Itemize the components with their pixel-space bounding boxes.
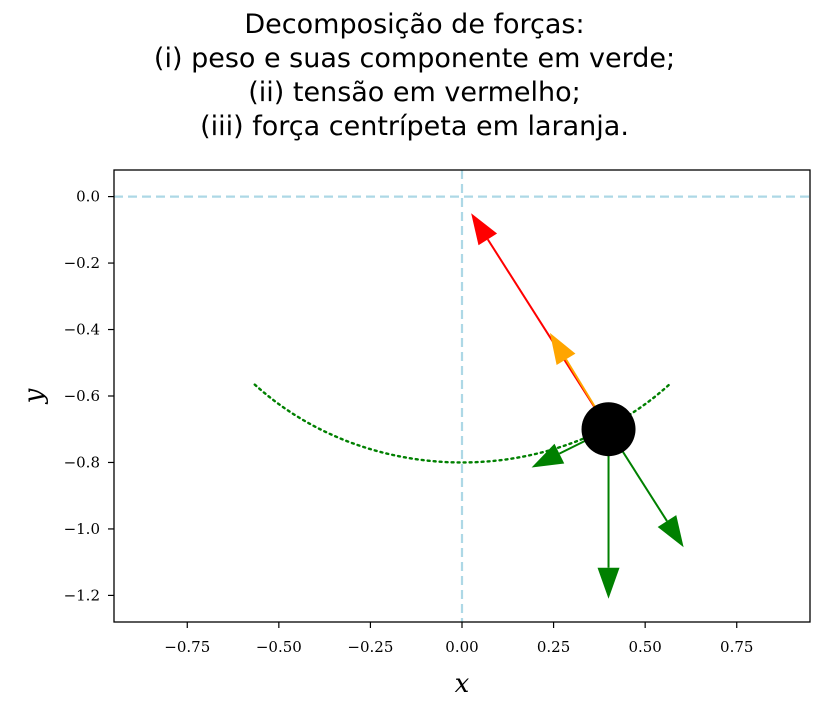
y-tick-label: −0.8 <box>64 453 100 471</box>
x-tick-label: −0.50 <box>256 638 302 656</box>
y-tick-label: −1.2 <box>64 586 100 604</box>
title-line-3: (ii) tensão em vermelho; <box>248 77 581 108</box>
vector-head-1 <box>549 332 576 366</box>
x-tick-label: −0.75 <box>164 638 210 656</box>
ticks: −0.75 −0.50 −0.25 0.00 0.25 0.50 0.75 0.0 −0.2 −0… <box>64 188 754 656</box>
vector-head-3 <box>657 515 684 548</box>
x-axis-label: x <box>455 669 470 699</box>
x-tick-label: 0.75 <box>720 638 753 656</box>
pendulum-bob <box>581 402 636 457</box>
y-tick-label: −0.4 <box>64 321 100 339</box>
vector-head-2 <box>597 567 620 599</box>
vector-head-4 <box>531 443 565 468</box>
title-line-2: (i) peso e suas componente em verde; <box>153 43 676 74</box>
x-tick-label: 0.25 <box>537 638 570 656</box>
title-line-4: (iii) força centrípeta em laranja. <box>200 111 629 142</box>
x-tick-label: 0.50 <box>628 638 661 656</box>
plot-content <box>114 170 810 622</box>
y-tick-label: 0.0 <box>76 188 100 206</box>
title-line-1: Decomposição de forças: <box>244 9 585 40</box>
y-axis-label: y <box>19 388 49 404</box>
y-tick-label: −0.6 <box>64 387 100 405</box>
vector-head-0 <box>471 213 498 246</box>
plot-area <box>113 169 811 623</box>
y-tick-label: −1.0 <box>64 520 100 538</box>
x-tick-label: −0.25 <box>347 638 393 656</box>
x-tick-label: 0.00 <box>445 638 478 656</box>
chart-title: Decomposição de forças: (i) peso e suas … <box>0 8 829 144</box>
y-tick-label: −0.2 <box>64 254 100 272</box>
